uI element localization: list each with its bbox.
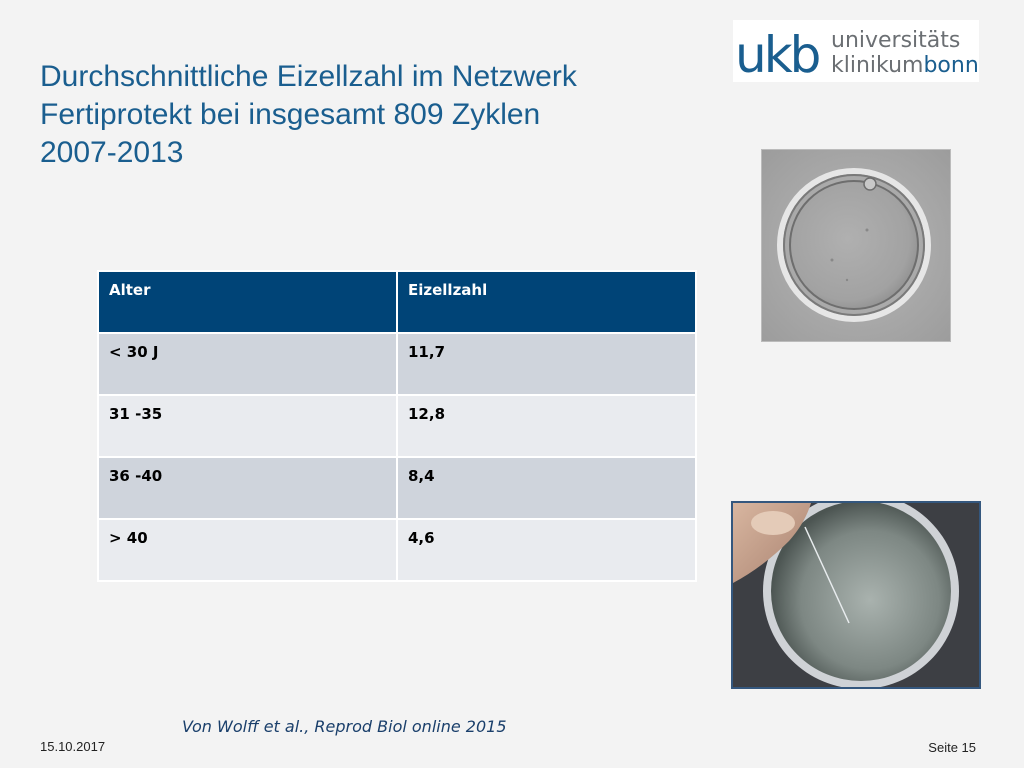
header-eizellzahl: Eizellzahl <box>396 270 697 334</box>
footer-date: 15.10.2017 <box>40 739 106 754</box>
cell-alter: < 30 J <box>97 332 398 396</box>
cell-alter: 36 -40 <box>97 456 398 520</box>
table-row: > 40 4,6 <box>97 518 697 582</box>
cell-alter: > 40 <box>97 518 398 582</box>
title-line-1: Durchschnittliche Eizellzahl im Netzwerk <box>40 60 577 93</box>
title-line-2: Fertiprotekt bei insgesamt 809 Zyklen <box>40 98 541 131</box>
eizellzahl-table: Alter Eizellzahl < 30 J 11,7 31 -35 12,8… <box>97 270 697 582</box>
cell-eizellzahl: 11,7 <box>396 332 697 396</box>
table-row: < 30 J 11,7 <box>97 332 697 396</box>
logo-text-line-2: klinikumbonn <box>831 53 979 78</box>
cell-eizellzahl: 4,6 <box>396 518 697 582</box>
logo-mark: ukb <box>735 26 819 82</box>
title-line-3: 2007-2013 <box>40 136 184 169</box>
cell-alter: 31 -35 <box>97 394 398 458</box>
culture-dish-photo <box>731 501 981 689</box>
cell-eizellzahl: 12,8 <box>396 394 697 458</box>
slide-title: Durchschnittliche Eizellzahl im Netzwerk… <box>40 58 700 172</box>
logo-text-bonn: bonn <box>923 53 978 78</box>
table-header-row: Alter Eizellzahl <box>97 270 697 334</box>
header-alter: Alter <box>97 270 398 334</box>
footer-page-number: Seite 15 <box>928 740 976 755</box>
oocyte-photo <box>761 149 951 342</box>
citation: Von Wolff et al., Reprod Biol online 201… <box>182 717 507 736</box>
logo-text-line-1: universitäts <box>831 28 960 53</box>
table-row: 36 -40 8,4 <box>97 456 697 520</box>
cell-eizellzahl: 8,4 <box>396 456 697 520</box>
ukb-logo: ukb universitäts klinikumbonn <box>733 20 979 82</box>
logo-text-klinikum: klinikum <box>831 53 923 78</box>
table-row: 31 -35 12,8 <box>97 394 697 458</box>
